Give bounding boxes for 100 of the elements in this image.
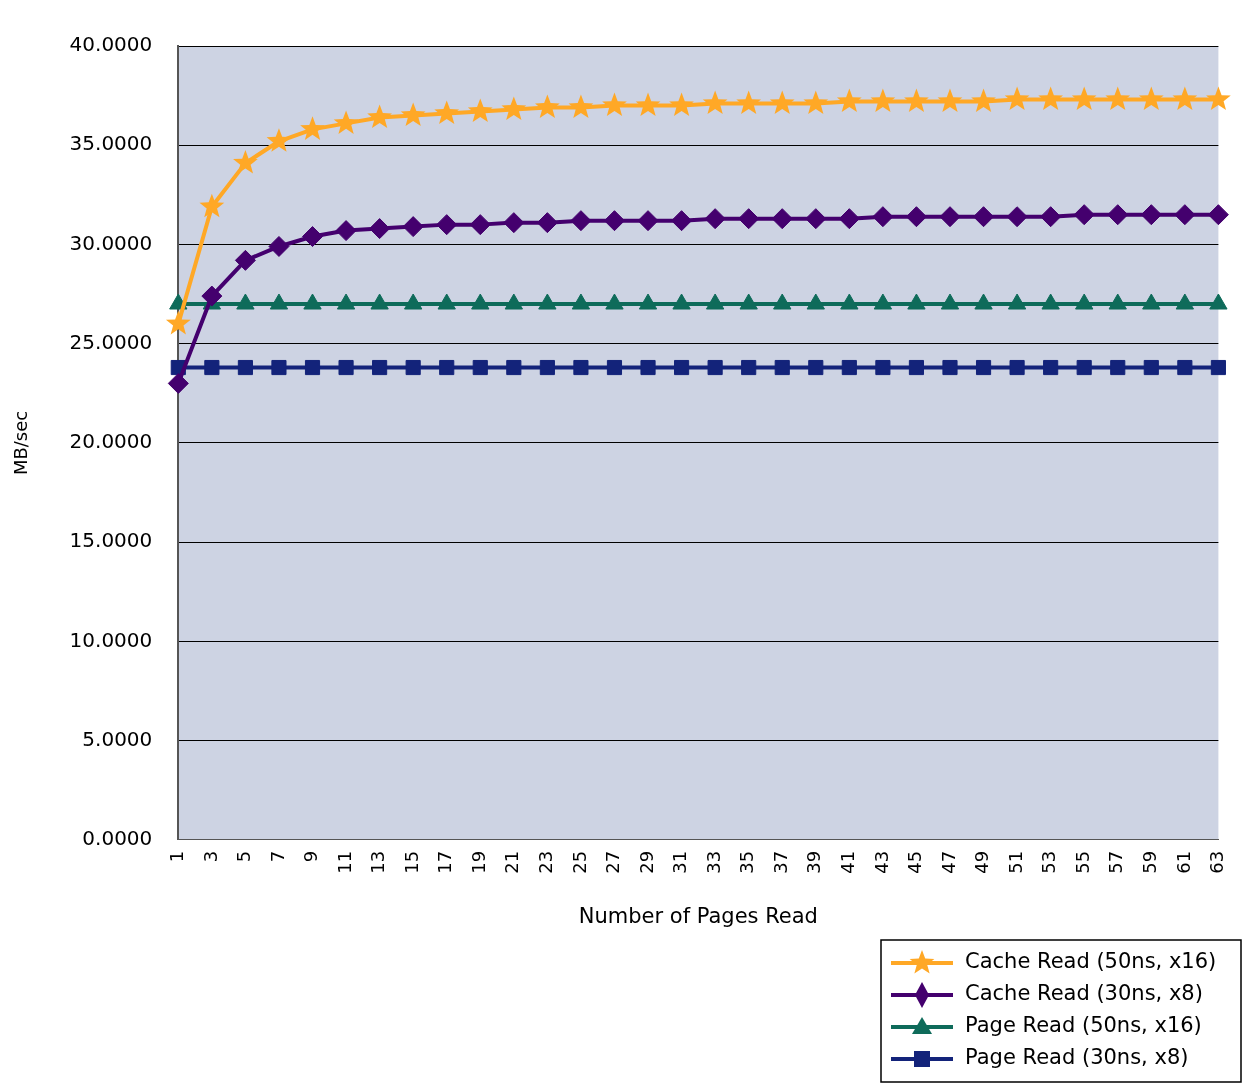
point	[201, 285, 223, 307]
point	[741, 359, 757, 376]
x-tick-label: 57	[1105, 850, 1127, 874]
point	[570, 210, 592, 232]
point	[635, 92, 661, 117]
point	[904, 88, 929, 113]
point	[838, 208, 860, 230]
legend-label: Page Read (30ns, x8)	[965, 1045, 1189, 1070]
point	[771, 208, 793, 230]
point	[573, 359, 589, 376]
x-tick-label: 13	[367, 850, 389, 874]
point	[439, 359, 455, 376]
point	[769, 90, 795, 115]
point	[304, 359, 321, 376]
point	[1107, 204, 1129, 226]
point	[1006, 206, 1028, 228]
x-tick-label: 11	[333, 850, 355, 874]
point	[302, 226, 324, 248]
point	[405, 359, 421, 376]
point	[469, 214, 491, 236]
point	[637, 210, 659, 232]
point	[707, 359, 723, 376]
point	[602, 92, 627, 117]
point	[1040, 206, 1062, 228]
point	[367, 104, 392, 128]
y-tick-label: 40.0000	[69, 32, 153, 57]
point	[436, 214, 458, 236]
point	[736, 90, 762, 115]
y-tick-label: 25.0000	[69, 329, 153, 354]
point	[1071, 86, 1097, 111]
x-tick-label: 47	[937, 850, 959, 874]
x-tick-label: 25	[568, 850, 590, 874]
x-tick-label: 3	[199, 850, 221, 863]
x-tick-label: 49	[971, 850, 993, 874]
point	[939, 206, 961, 228]
point	[271, 359, 287, 376]
x-tick-label: 9	[300, 850, 322, 863]
point	[674, 359, 690, 376]
point	[1174, 204, 1196, 226]
x-tick-label: 5	[233, 850, 255, 863]
x-tick-label: 19	[467, 850, 489, 874]
point	[199, 193, 225, 218]
point	[1138, 86, 1164, 111]
x-tick-label: 31	[669, 850, 691, 874]
legend-label: Cache Read (50ns, x16)	[965, 949, 1217, 974]
point	[872, 206, 894, 228]
point	[1207, 204, 1229, 226]
point	[937, 88, 963, 113]
point	[702, 90, 728, 115]
point	[402, 216, 424, 238]
x-tick-label: 35	[736, 850, 758, 874]
y-tick-label: 5.0000	[82, 726, 153, 751]
x-tick-label: 51	[1004, 850, 1026, 874]
x-tick-label: 1	[165, 850, 187, 863]
point	[1140, 204, 1162, 226]
point	[975, 359, 992, 376]
point	[333, 110, 359, 134]
point	[338, 359, 354, 376]
point	[704, 208, 726, 230]
point	[237, 359, 253, 376]
y-tick-label: 20.0000	[69, 429, 153, 454]
point	[1143, 359, 1159, 376]
x-tick-label: 45	[904, 850, 926, 874]
x-tick-label: 53	[1038, 850, 1060, 874]
point	[942, 359, 958, 376]
point	[400, 102, 426, 126]
point	[467, 98, 493, 123]
point	[501, 96, 527, 121]
x-tick-label: 29	[635, 850, 657, 874]
point	[506, 359, 522, 376]
y-tick-label: 0.0000	[82, 826, 153, 851]
point	[503, 212, 525, 234]
point	[1038, 86, 1064, 111]
point	[1210, 359, 1226, 376]
x-tick-label: 63	[1206, 850, 1228, 874]
point	[1206, 86, 1231, 111]
y-tick-label: 35.0000	[69, 131, 153, 156]
point	[875, 359, 891, 376]
point	[535, 94, 560, 119]
point	[808, 359, 824, 376]
x-tick-label: 21	[501, 850, 523, 874]
x-tick-label: 33	[702, 850, 724, 874]
point	[1009, 359, 1025, 376]
x-tick-label: 15	[400, 850, 422, 874]
y-tick-label: 15.0000	[69, 528, 153, 553]
point	[774, 359, 790, 376]
x-tick-label: 27	[602, 850, 624, 874]
x-tick-label: 17	[434, 850, 456, 874]
legend-label: Page Read (50ns, x16)	[965, 1013, 1202, 1038]
x-tick-label: 55	[1071, 850, 1093, 874]
point	[233, 150, 258, 174]
point	[606, 359, 623, 376]
x-tick-label: 37	[769, 850, 791, 874]
point	[539, 359, 555, 376]
point	[568, 94, 594, 119]
x-tick-label: 23	[535, 850, 557, 874]
point	[803, 90, 829, 115]
point	[434, 100, 460, 124]
x-tick-label: 59	[1138, 850, 1160, 874]
point	[973, 206, 995, 228]
